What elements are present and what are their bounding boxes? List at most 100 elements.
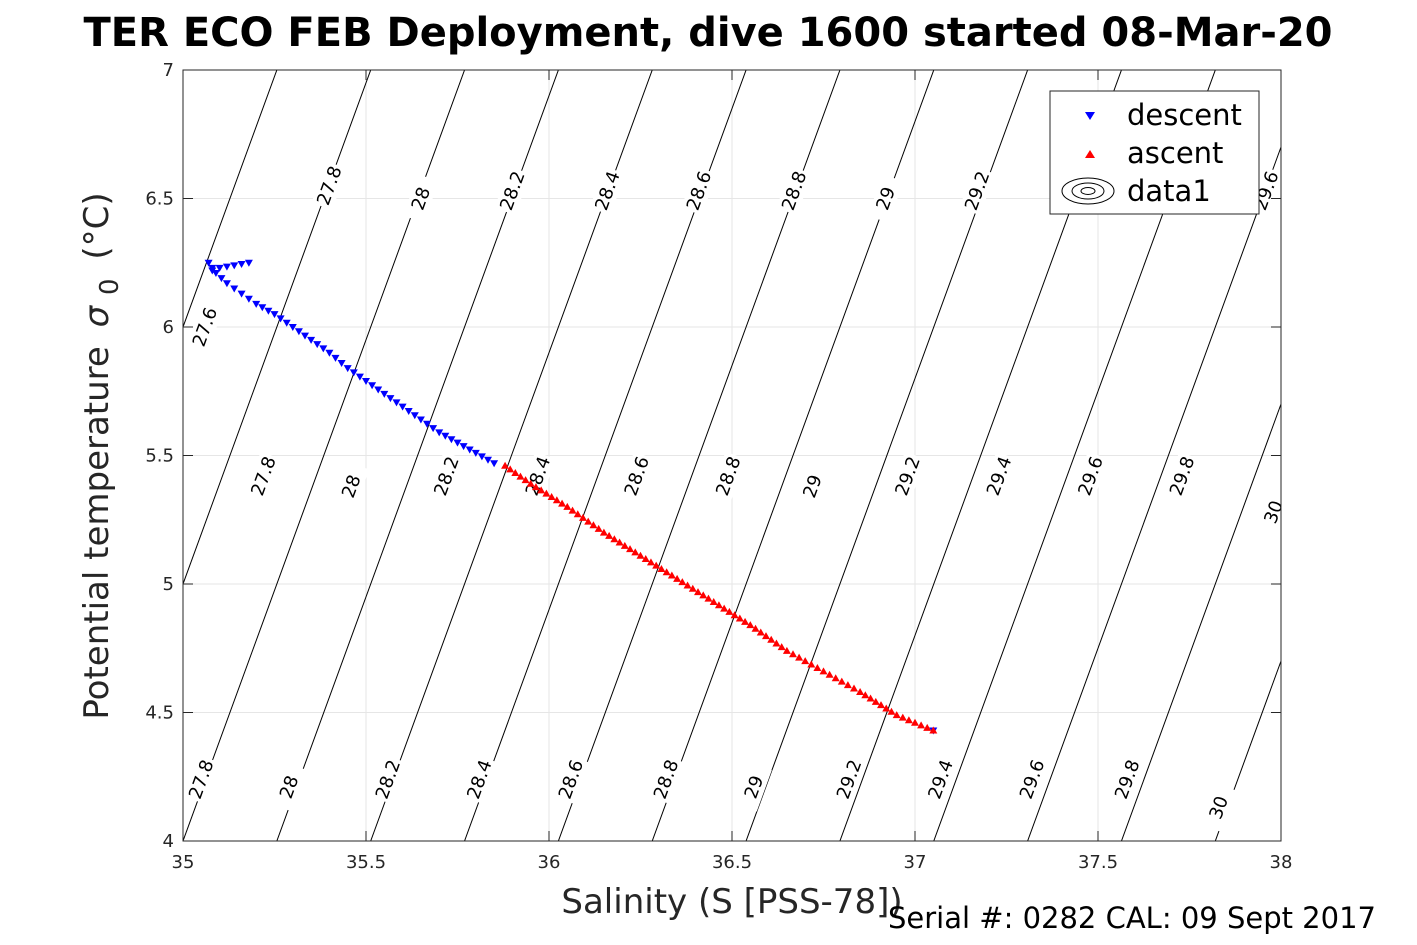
ascent-point [735,614,744,622]
descent-point [270,311,279,319]
axis-ticks: 35 35.5 36 36.5 37 37.5 38 4 4.5 5 5.5 6 6.5 7 [145,60,1292,873]
legend-data1-label: data1 [1127,174,1211,208]
y-tick-label: 6 [163,317,174,338]
descent-point [230,262,239,270]
contour-label-bg [1072,451,1109,501]
ascent-point [506,465,515,473]
ascent-point [694,588,703,596]
descent-point [349,369,358,377]
ascent-point [641,555,650,563]
x-tick-label: 35.5 [346,852,386,873]
ascent-point [662,568,671,576]
descent-point [386,395,395,403]
descent-point [435,429,444,437]
contour-label-bg [922,754,959,804]
legend-ascent-marker [1085,150,1095,158]
ascent-point [631,548,640,556]
ascent-point [923,723,932,731]
ascent-point [898,713,907,721]
contour-label-bg [461,754,498,804]
descent-point [441,432,450,440]
contour-label-bg [681,166,717,216]
x-tick-label: 37 [904,852,927,873]
ascent-point [801,657,810,665]
contour-label-bg [1014,754,1050,804]
ascent-point [782,646,791,654]
descent-point [244,295,253,303]
ascent-point [610,535,619,543]
ascent-point [636,551,645,559]
ascent-point [578,513,587,521]
ascent-point [767,635,776,643]
contour-label-bg [648,754,684,804]
x-tick-label: 37.5 [1078,852,1118,873]
ascent-point [751,624,760,632]
ascent-point [730,611,739,619]
descent-point [447,436,456,444]
ascent-point [537,486,546,494]
descent-point [471,449,480,457]
contour-label-bg [1164,451,1201,501]
y-axis-label: Potential temperature σ 0 (°C) [77,192,125,719]
ascent-point [892,711,901,719]
ascent-point [678,578,687,586]
descent-point [410,412,419,420]
ascent-point [547,492,556,500]
ascent-point [741,617,750,625]
descent-point [230,285,239,293]
descent-point [392,399,401,407]
descent-point [319,345,328,353]
descent-point [313,341,322,349]
ascent-point [516,472,525,480]
ascent-point [594,524,603,532]
ascent-point [511,468,520,476]
ascent-point [683,581,692,589]
contour-label-bg [618,451,655,501]
ascent-point [599,528,608,536]
ascent-point [756,628,765,636]
descent-point [252,300,261,308]
ascent-point [589,521,598,529]
ascent-point [850,684,858,692]
ascent-point [552,496,561,504]
ascent-point [871,697,880,705]
descent-point [337,359,346,367]
descent-point [404,407,413,415]
ascent-point [843,681,852,689]
ascent-point [720,604,729,612]
contour-label-bg [831,754,867,804]
descent-point [331,354,340,362]
y-axis-label-symbol: σ [77,304,117,327]
ascent-point [526,479,535,487]
descent-point [294,328,303,336]
descent-point [237,261,246,269]
ascent-point [882,704,891,712]
descent-point [398,403,407,411]
ascent-point [568,506,577,514]
ascent-point [877,701,886,709]
descent-point [355,373,364,381]
y-tick-label: 5.5 [145,446,174,467]
descent-point [215,264,224,272]
descent-point [237,290,246,298]
ascent-point [917,721,926,729]
contour-label-bg [370,754,406,804]
contour-label-bg [333,461,370,511]
legend-ascent-label: ascent [1127,136,1223,170]
contour-line [183,70,278,329]
x-axis-label: Salinity (S [PSS-78]) [561,882,902,922]
data-points [204,259,938,735]
contour-label-bg [403,174,439,223]
ascent-point [761,632,770,640]
contour-line [1214,659,1281,841]
contour-label-bg [589,166,626,216]
descent-point [484,456,492,464]
descent-point [244,259,253,267]
contour-label-bg [776,166,813,216]
descent-point [429,425,438,433]
legend-contour-icon [1061,177,1115,205]
ascent-point [657,564,666,572]
ascent-point [563,502,572,510]
y-tick-label: 5 [163,574,174,595]
ascent-point [573,510,582,518]
